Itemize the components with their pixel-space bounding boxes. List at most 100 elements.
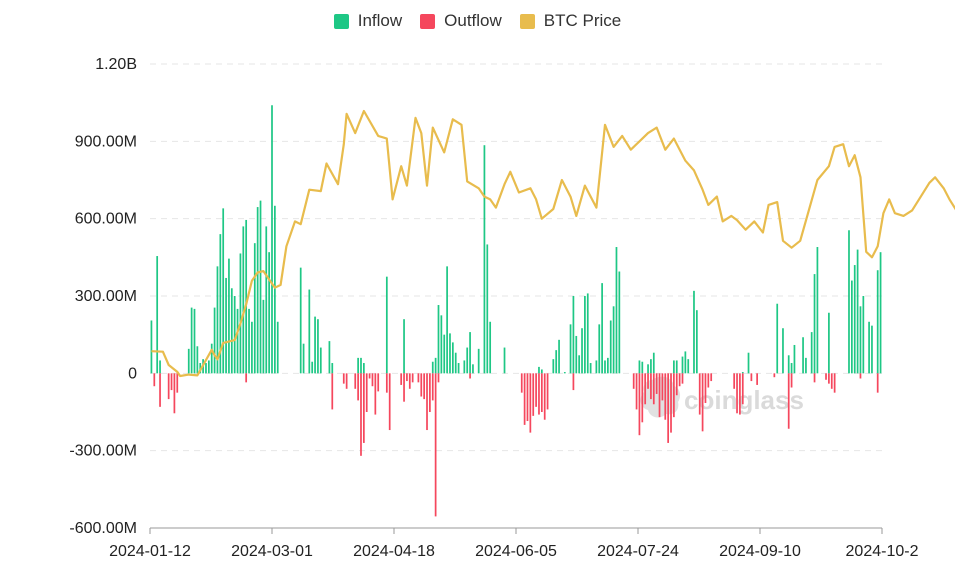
- inflow-bar[interactable]: [853, 265, 856, 374]
- outflow-bar[interactable]: [750, 373, 753, 382]
- legend-item-outflow[interactable]: Outflow: [420, 11, 502, 31]
- inflow-bar[interactable]: [434, 357, 437, 374]
- outflow-bar[interactable]: [830, 373, 833, 389]
- inflow-bar[interactable]: [638, 360, 641, 374]
- outflow-bar[interactable]: [787, 373, 790, 429]
- inflow-bar[interactable]: [150, 320, 153, 374]
- outflow-bar[interactable]: [529, 373, 532, 433]
- outflow-bar[interactable]: [655, 373, 658, 394]
- inflow-bar[interactable]: [693, 290, 695, 374]
- outflow-bar[interactable]: [707, 373, 710, 388]
- inflow-bar[interactable]: [601, 283, 603, 374]
- inflow-bar[interactable]: [360, 357, 362, 374]
- inflow-bar[interactable]: [581, 328, 583, 374]
- inflow-bar[interactable]: [503, 347, 506, 374]
- inflow-bar[interactable]: [193, 308, 196, 374]
- inflow-bar[interactable]: [213, 307, 216, 374]
- outflow-bar[interactable]: [733, 373, 736, 389]
- outflow-bar[interactable]: [362, 373, 365, 443]
- outflow-bar[interactable]: [420, 373, 423, 397]
- inflow-bar[interactable]: [618, 271, 621, 374]
- outflow-bar[interactable]: [153, 373, 156, 387]
- outflow-bar[interactable]: [365, 373, 368, 412]
- outflow-bar[interactable]: [176, 373, 179, 393]
- inflow-bar[interactable]: [328, 341, 331, 374]
- outflow-bar[interactable]: [650, 373, 652, 400]
- inflow-bar[interactable]: [268, 252, 270, 374]
- outflow-bar[interactable]: [331, 373, 334, 410]
- inflow-bar[interactable]: [802, 337, 804, 374]
- outflow-bar[interactable]: [429, 373, 431, 412]
- inflow-bar[interactable]: [262, 299, 265, 374]
- inflow-bar[interactable]: [403, 319, 405, 374]
- inflow-bar[interactable]: [463, 360, 466, 374]
- outflow-bar[interactable]: [354, 373, 357, 389]
- outflow-bar[interactable]: [543, 373, 546, 420]
- inflow-bar[interactable]: [558, 339, 560, 374]
- outflow-bar[interactable]: [673, 373, 675, 418]
- inflow-bar[interactable]: [271, 105, 273, 374]
- outflow-bar[interactable]: [408, 373, 411, 389]
- inflow-bar[interactable]: [589, 363, 592, 374]
- inflow-bar[interactable]: [274, 205, 276, 374]
- inflow-bar[interactable]: [449, 333, 451, 374]
- inflow-bar[interactable]: [477, 348, 480, 374]
- inflow-bar[interactable]: [228, 258, 230, 374]
- inflow-bar[interactable]: [747, 352, 750, 374]
- outflow-bar[interactable]: [635, 373, 638, 410]
- inflow-bar[interactable]: [446, 266, 448, 374]
- inflow-bar[interactable]: [790, 363, 793, 374]
- outflow-bar[interactable]: [833, 373, 836, 393]
- outflow-bar[interactable]: [756, 373, 758, 385]
- inflow-bar[interactable]: [454, 352, 457, 374]
- inflow-bar[interactable]: [205, 363, 207, 374]
- outflow-bar[interactable]: [647, 373, 649, 389]
- outflow-bar[interactable]: [773, 373, 776, 378]
- inflow-bar[interactable]: [538, 366, 540, 374]
- outflow-bar[interactable]: [535, 373, 537, 407]
- inflow-bar[interactable]: [302, 343, 305, 374]
- outflow-bar[interactable]: [159, 373, 161, 407]
- outflow-bar[interactable]: [670, 373, 672, 433]
- inflow-bar[interactable]: [299, 267, 302, 374]
- inflow-bar[interactable]: [586, 293, 589, 374]
- inflow-bar[interactable]: [156, 256, 159, 374]
- outflow-bar[interactable]: [426, 373, 428, 431]
- btc-price-path[interactable]: [151, 109, 955, 378]
- outflow-bar[interactable]: [385, 373, 388, 393]
- inflow-bar[interactable]: [862, 296, 865, 374]
- inflow-bar[interactable]: [552, 359, 555, 374]
- inflow-bar[interactable]: [647, 364, 649, 374]
- inflow-bar[interactable]: [871, 325, 873, 374]
- inflow-bar[interactable]: [868, 321, 870, 374]
- outflow-bar[interactable]: [675, 373, 678, 396]
- inflow-bar[interactable]: [239, 253, 242, 374]
- inflow-bar[interactable]: [486, 244, 489, 374]
- inflow-bar[interactable]: [196, 346, 199, 374]
- inflow-bar[interactable]: [385, 276, 388, 374]
- outflow-bar[interactable]: [681, 373, 684, 384]
- inflow-bar[interactable]: [695, 310, 698, 374]
- outflow-bar[interactable]: [859, 373, 862, 379]
- inflow-bar[interactable]: [242, 226, 245, 374]
- outflow-bar[interactable]: [437, 373, 440, 383]
- inflow-bar[interactable]: [440, 315, 443, 374]
- inflow-bar[interactable]: [457, 363, 460, 374]
- inflow-bar[interactable]: [216, 266, 219, 374]
- inflow-bar[interactable]: [219, 234, 222, 374]
- inflow-bar[interactable]: [443, 334, 446, 374]
- inflow-bar[interactable]: [210, 343, 213, 374]
- outflow-bar[interactable]: [423, 373, 426, 400]
- inflow-bar[interactable]: [641, 361, 644, 374]
- inflow-bar[interactable]: [222, 208, 225, 374]
- inflow-bar[interactable]: [816, 247, 819, 374]
- outflow-bar[interactable]: [828, 373, 830, 384]
- outflow-bar[interactable]: [572, 373, 575, 391]
- outflow-bar[interactable]: [388, 373, 391, 431]
- outflow-bar[interactable]: [736, 373, 738, 414]
- outflow-bar[interactable]: [371, 373, 374, 387]
- inflow-bar[interactable]: [681, 356, 684, 374]
- inflow-bar[interactable]: [256, 207, 259, 374]
- inflow-bar[interactable]: [569, 324, 572, 374]
